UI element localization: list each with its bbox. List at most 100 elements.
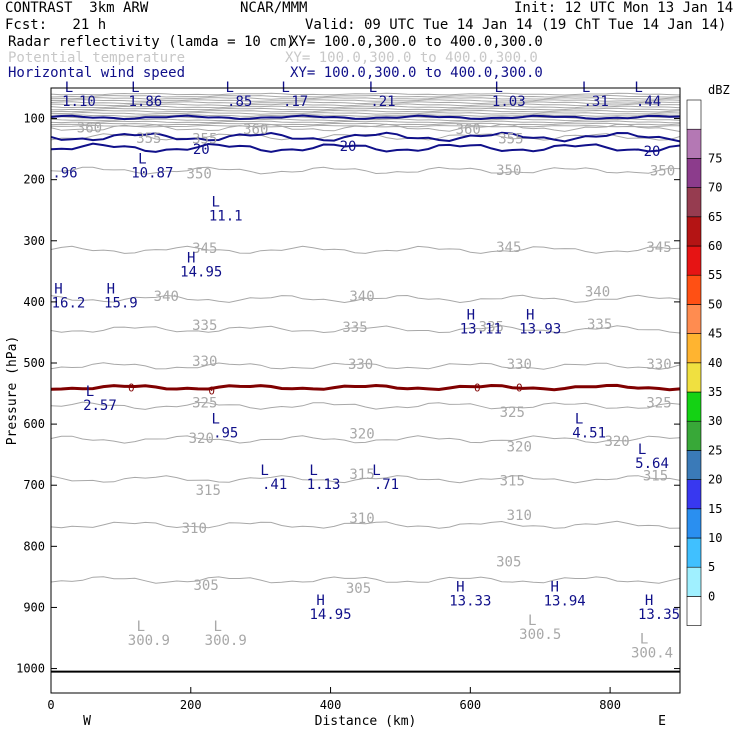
field-theta-name: Potential temperature bbox=[8, 50, 186, 66]
colorbar-level-label: 25 bbox=[708, 443, 722, 457]
theta-label: 325 bbox=[646, 396, 671, 412]
theta-label: 335 bbox=[479, 319, 504, 335]
theta-label: 355 bbox=[498, 132, 523, 148]
theta-extremum-value: 300.9 bbox=[128, 633, 170, 649]
theta-contour-305 bbox=[51, 576, 680, 584]
theta-label: 340 bbox=[585, 285, 610, 301]
colorbar-swatch bbox=[686, 99, 702, 130]
x-tick-label: 600 bbox=[459, 698, 481, 712]
colorbar-level-label: 55 bbox=[708, 268, 722, 282]
theta-top-band-line bbox=[51, 105, 680, 109]
theta-contour-325 bbox=[51, 401, 680, 410]
theta-top-band-line bbox=[51, 97, 680, 100]
colorbar-level-label: 0 bbox=[708, 589, 715, 603]
theta-extremum-marker: L bbox=[137, 619, 145, 635]
x-tick-label: 200 bbox=[180, 698, 202, 712]
theta-top-band-line bbox=[51, 101, 680, 105]
extremum-marker-H: H bbox=[54, 282, 62, 298]
theta-contour-360 bbox=[51, 123, 680, 132]
y-tick-label: 1000 bbox=[16, 662, 45, 676]
extremum-marker-L: L bbox=[369, 80, 377, 96]
extremum-marker-H: H bbox=[107, 282, 115, 298]
theta-contour-350 bbox=[51, 166, 680, 175]
extremum-value: .21 bbox=[370, 94, 395, 110]
theta-label: 335 bbox=[342, 320, 367, 336]
theta-label: 320 bbox=[507, 440, 532, 456]
theta-top-band-line bbox=[51, 122, 680, 126]
theta-label: 325 bbox=[192, 396, 217, 412]
y-tick-label: 200 bbox=[23, 173, 45, 187]
field-reflectivity-name: Radar reflectivity (lamda = 10 cm) bbox=[8, 34, 295, 50]
zero-contour-label: 0 bbox=[516, 381, 523, 394]
extremum-value: .31 bbox=[583, 94, 608, 110]
valid-time: Valid: 09 UTC Tue 14 Jan 14 (19 ChT Tue … bbox=[305, 17, 727, 33]
extremum-marker-H: H bbox=[467, 307, 475, 323]
colorbar-swatch bbox=[686, 537, 702, 568]
extremum-value: 13.33 bbox=[449, 593, 491, 609]
theta-label: 340 bbox=[154, 289, 179, 305]
theta-top-band-line bbox=[51, 109, 680, 113]
extremum-marker-H: H bbox=[316, 593, 324, 609]
colorbar-swatch bbox=[686, 216, 702, 247]
colorbar-level-label: 5 bbox=[708, 560, 715, 574]
extremum-value: .17 bbox=[283, 94, 308, 110]
extremum-marker-L: L bbox=[638, 442, 646, 458]
contour-labels: 360 355 355 360 360 355 350 350 350 345 345 345 340 3… bbox=[77, 121, 675, 597]
colorbar-units: dBZ bbox=[708, 83, 730, 97]
theta-extremum-marker: L bbox=[640, 631, 648, 647]
extremum-value: 13.94 bbox=[544, 593, 586, 609]
colorbar-swatch bbox=[686, 508, 702, 539]
theta-label: 345 bbox=[496, 240, 521, 256]
theta-extremum-marker: L bbox=[214, 619, 222, 635]
colorbar-swatch bbox=[686, 274, 702, 305]
wind-label: 20 bbox=[340, 139, 357, 155]
theta-extremum-value: 300.4 bbox=[631, 645, 673, 661]
theta-top-band-line bbox=[51, 111, 680, 115]
theta-label: 330 bbox=[348, 357, 373, 373]
extremum-value: 10.87 bbox=[131, 166, 173, 182]
theta-top-band-line bbox=[51, 124, 680, 128]
colorbar-level-label: 75 bbox=[708, 151, 722, 165]
y-tick-label: 900 bbox=[23, 600, 45, 614]
y-tick-label: 100 bbox=[23, 112, 45, 126]
theta-top-band-line bbox=[51, 94, 680, 98]
extremum-marker-L: L bbox=[495, 80, 503, 96]
init-time: Init: 12 UTC Mon 13 Jan 14 bbox=[514, 0, 734, 16]
x-axis-east-label: E bbox=[658, 714, 666, 729]
theta-label: 320 bbox=[189, 431, 214, 447]
colorbar-swatch bbox=[686, 479, 702, 510]
theta-contour-320 bbox=[51, 435, 680, 444]
colorbar-swatch bbox=[686, 128, 702, 159]
y-tick-label: 500 bbox=[23, 356, 45, 370]
extremum-value: 13.11 bbox=[460, 321, 502, 337]
colorbar-level-label: 65 bbox=[708, 210, 722, 224]
colorbar-swatch bbox=[686, 566, 702, 597]
reflectivity-zero-line bbox=[51, 383, 680, 392]
theta-label: 315 bbox=[500, 473, 525, 489]
theta-extremum-value: 300.9 bbox=[205, 633, 247, 649]
theta-label: 345 bbox=[646, 240, 671, 256]
field-wind-name: Horizontal wind speed bbox=[8, 65, 186, 81]
colorbar-level-label: 40 bbox=[708, 356, 722, 370]
theta-label: 340 bbox=[349, 289, 374, 305]
theta-label: 335 bbox=[192, 318, 217, 334]
zero-contour-label: 0 bbox=[128, 381, 135, 394]
theta-label: 350 bbox=[187, 167, 212, 183]
y-tick-label: 600 bbox=[23, 417, 45, 431]
extremum-value: 4.51 bbox=[572, 425, 606, 441]
y-tick-label: 700 bbox=[23, 478, 45, 492]
theta-label: 310 bbox=[507, 508, 532, 524]
theta-top-band-line bbox=[51, 107, 680, 111]
extremum-marker-L: L bbox=[309, 463, 317, 479]
extremum-marker-L: L bbox=[372, 463, 380, 479]
colorbar-level-label: 45 bbox=[708, 327, 722, 341]
theta-label: 335 bbox=[587, 317, 612, 333]
colorbar-swatch bbox=[686, 362, 702, 393]
zero-contour-label: 0 bbox=[208, 385, 215, 398]
y-tick-label: 800 bbox=[23, 539, 45, 553]
field-theta-xy: XY= 100.0,300.0 to 400.0,300.0 bbox=[285, 50, 538, 66]
colorbar-level-label: 20 bbox=[708, 473, 722, 487]
extremum-value: .96 bbox=[52, 166, 77, 182]
theta-top-band-line bbox=[51, 120, 680, 124]
theta-label: 305 bbox=[496, 555, 521, 571]
